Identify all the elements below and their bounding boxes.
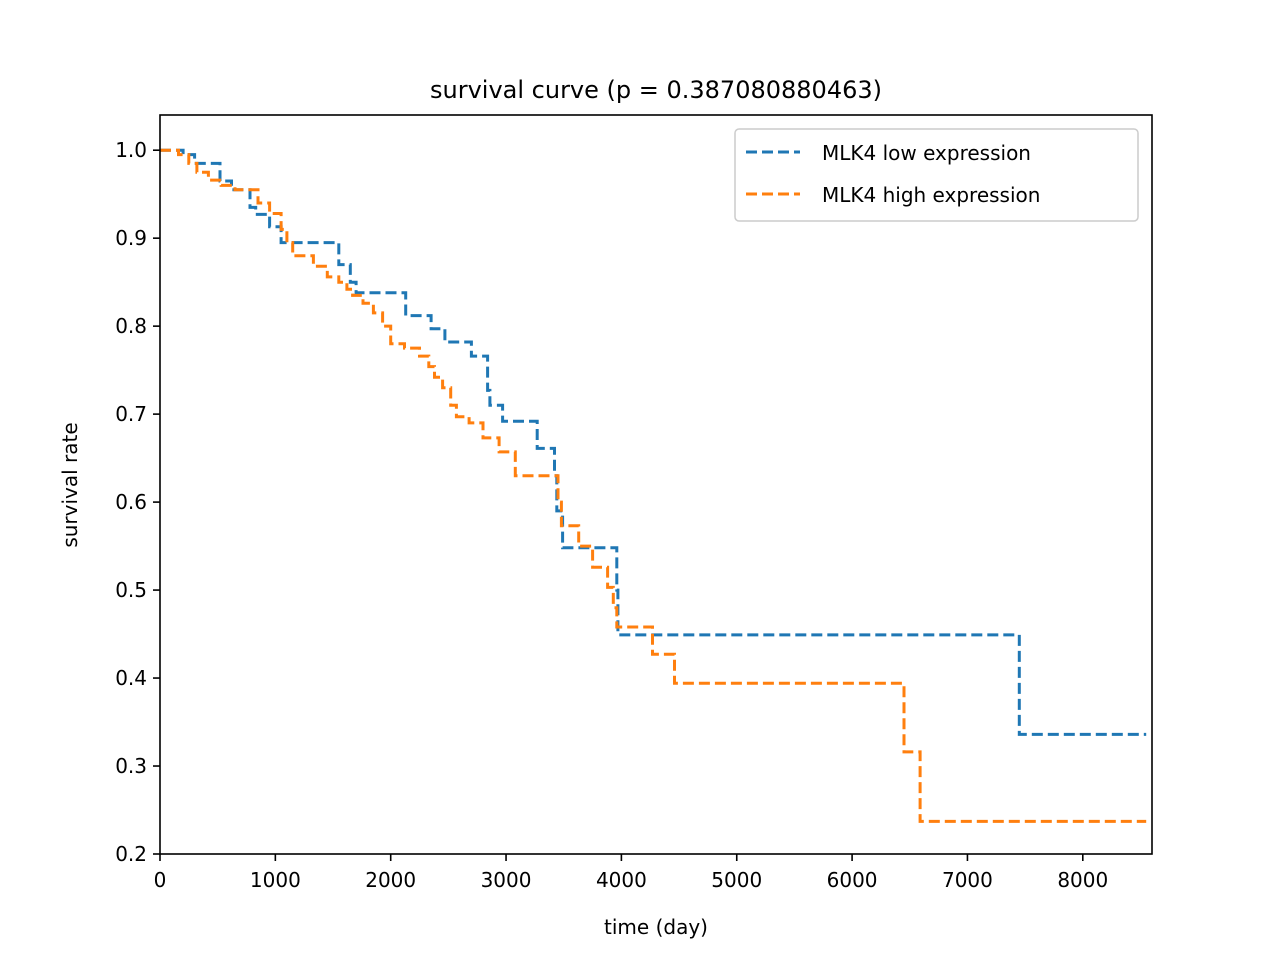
chart-title: survival curve (p = 0.387080880463) [430,76,882,104]
x-tick-label: 0 [154,868,167,892]
y-tick-label: 0.4 [115,666,147,690]
x-tick-label: 6000 [827,868,878,892]
series-layer [160,148,1147,823]
y-tick-label: 1.0 [115,138,147,162]
y-axis-label: survival rate [58,422,82,547]
x-tick-label: 5000 [711,868,762,892]
series-line-low [160,148,1147,736]
legend-frame [734,128,1139,222]
x-tick-label: 3000 [481,868,532,892]
x-axis-label: time (day) [604,915,708,939]
x-tick-label: 2000 [365,868,416,892]
x-tick-label: 1000 [250,868,301,892]
y-tick-label: 0.9 [115,226,147,250]
y-tick-label: 0.2 [115,842,147,866]
y-tick-label: 0.5 [115,578,147,602]
y-tick-label: 0.8 [115,314,147,338]
y-tick-label: 0.6 [115,490,147,514]
y-axis-ticks: 0.2 0.3 0.4 0.5 0.6 0.7 0.8 0.9 1.0 [115,138,160,866]
x-tick-label: 4000 [596,868,647,892]
legend-label-low: MLK4 low expression [822,141,1031,165]
series-line-high [160,148,1147,823]
x-tick-label: 7000 [942,868,993,892]
x-tick-label: 8000 [1057,868,1108,892]
y-tick-label: 0.7 [115,402,147,426]
legend-label-high: MLK4 high expression [822,183,1040,207]
x-axis-ticks: 0 1000 2000 3000 4000 5000 6000 7000 8000 [154,854,1108,892]
y-tick-label: 0.3 [115,754,147,778]
plot-frame [159,114,1153,855]
legend: MLK4 low expression MLK4 high expression [734,128,1139,222]
